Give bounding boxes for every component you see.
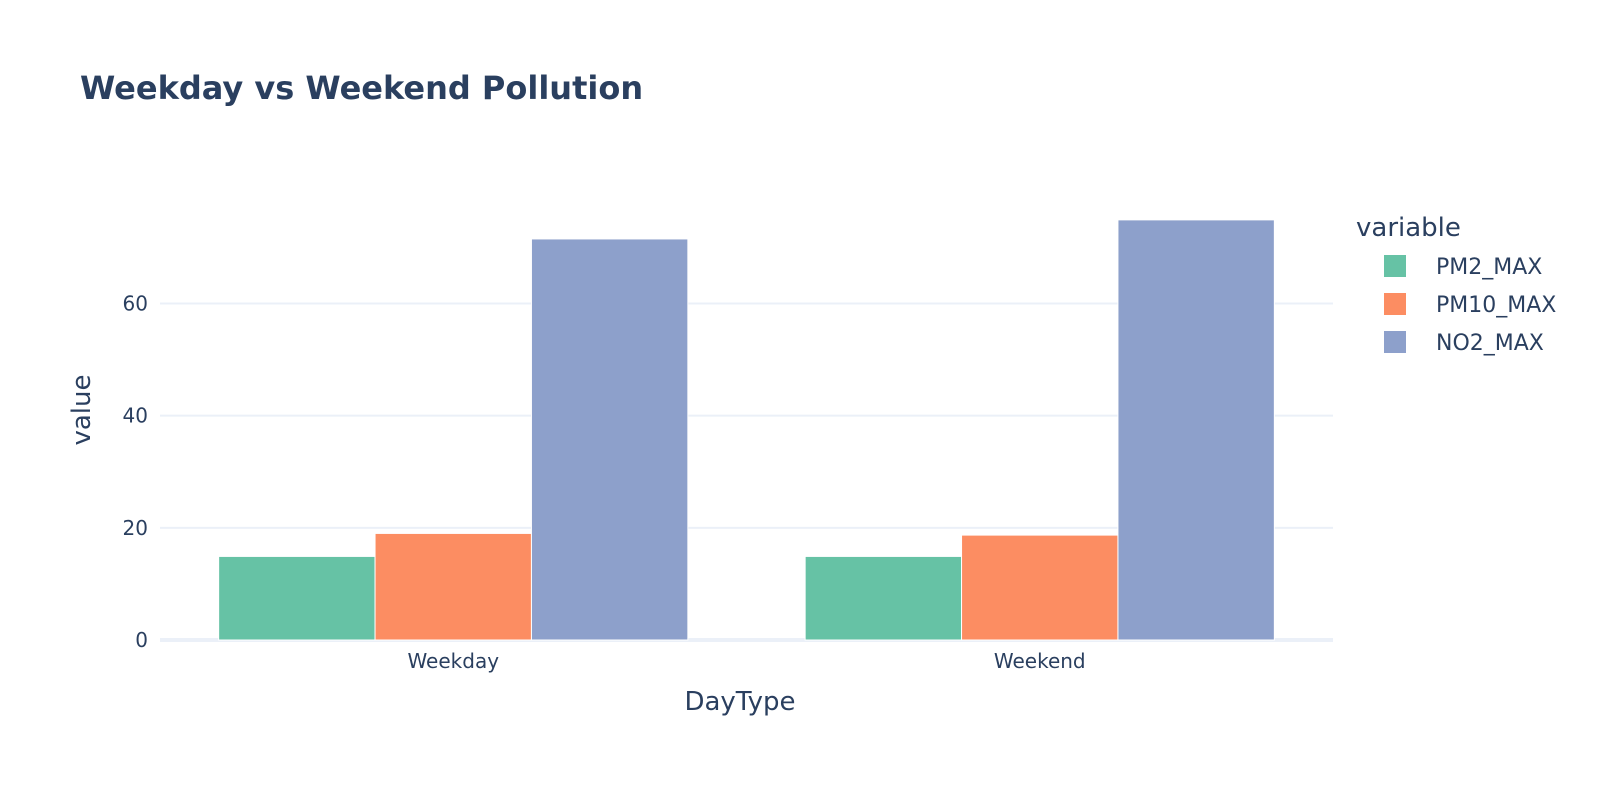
legend: PM2_MAX PM10_MAX NO2_MAX [1384,255,1556,356]
bar-pm10-max [374,532,532,641]
bar-no2-max [1117,219,1275,641]
legend-swatch [1384,255,1406,277]
bars [218,219,1275,641]
chart-title: Weekday vs Weekend Pollution [80,69,643,107]
y-tick-label: 40 [123,404,148,428]
legend-swatch [1384,293,1406,315]
x-tick-label: Weekday [407,649,499,673]
x-axis-label: DayType [684,687,795,717]
bar-pm2-max [218,555,376,641]
y-tick-label: 20 [123,516,148,540]
legend-item: PM10_MAX [1436,293,1556,318]
bar-pm2-max [804,555,963,641]
legend-swatch [1384,331,1406,353]
y-tick-label: 0 [135,628,148,652]
y-tick-labels: 0 20 40 60 [123,291,148,652]
bar-no2-max [530,238,689,641]
x-tick-labels: Weekday Weekend [407,649,1085,673]
legend-item: NO2_MAX [1436,331,1544,356]
y-tick-label: 60 [123,291,148,315]
y-axis-label: value [67,374,97,445]
legend-title: variable [1356,213,1461,243]
x-tick-label: Weekend [994,649,1086,673]
legend-item: PM2_MAX [1436,255,1542,280]
bar-pm10-max [961,534,1119,641]
